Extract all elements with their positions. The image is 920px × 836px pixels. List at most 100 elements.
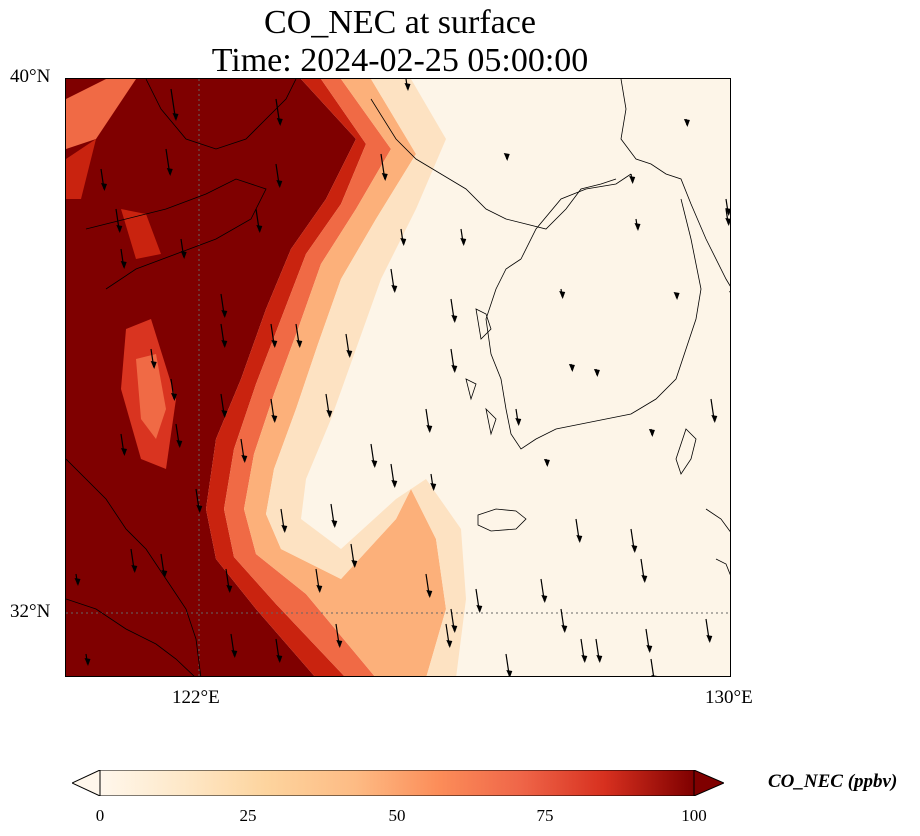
yangtze-delta (66, 598, 195, 676)
wind-vector-head (476, 605, 483, 613)
wind-vector-head (120, 261, 127, 269)
wind-vector (650, 658, 655, 676)
wind-vector-head (446, 640, 453, 648)
wind-vector-head (683, 119, 690, 127)
wind-vector-head (646, 645, 653, 653)
wind-vector-head (451, 625, 458, 633)
liaodong-coastline (370, 98, 617, 230)
wind-vector-head (161, 570, 168, 578)
gridlines (66, 79, 730, 676)
wind-vector-head (596, 655, 603, 663)
wind-vector-head (221, 410, 228, 418)
korea-coastline (485, 79, 730, 450)
wind-vector-head (391, 480, 398, 488)
shandong-coastline (85, 178, 267, 290)
wind-vector-head (172, 113, 179, 121)
map-canvas (66, 79, 730, 676)
china-coastline (66, 458, 202, 676)
wind-vector-head (221, 340, 228, 348)
wind-vector-head (515, 418, 522, 426)
plume-pale-band (266, 79, 466, 676)
wind-vector-head (84, 658, 91, 666)
colorbar-title: CO_NEC (ppbv) (768, 771, 898, 792)
wind-vector-head (336, 640, 343, 648)
wind-vector-head (651, 675, 658, 676)
wind-vector-head (121, 448, 127, 456)
wind-vector-head (196, 505, 203, 513)
wind-vector-head (391, 285, 398, 293)
wind-vector-head (231, 650, 238, 658)
wind-vector-head (131, 565, 138, 573)
jeju-island (477, 508, 527, 532)
concentration-field (66, 79, 466, 676)
wind-vector-head (316, 585, 323, 593)
colorbar-tick-25: 25 (239, 806, 257, 825)
wind-vector-head (631, 545, 638, 553)
wind-vector-head (648, 429, 655, 437)
wind-vector-head (641, 575, 648, 583)
colorbar-gradient (99, 770, 695, 796)
wind-vector-head (74, 578, 81, 586)
wind-vector-head (503, 153, 510, 161)
wind-vector-head (171, 393, 177, 401)
plume-streak-2 (136, 354, 166, 439)
wind-vector-head (326, 410, 333, 418)
wind-vector-head (271, 415, 278, 423)
colorbar (72, 770, 724, 796)
wind-vectors (74, 79, 730, 676)
plume-streak-3 (121, 209, 161, 259)
colorbar-tick-100: 100 (681, 806, 707, 825)
wind-vector-head (400, 238, 407, 246)
plume-orange-band (224, 79, 391, 676)
wind-vector-head (296, 340, 303, 348)
plume-streak-5 (66, 139, 96, 199)
lon-label-130e: 130°E (705, 687, 753, 708)
wind-vector-head (673, 292, 680, 300)
coastlines (66, 79, 730, 676)
wind-vector-head (226, 585, 233, 593)
wind-vector-head (276, 118, 283, 126)
colorbar-tick-0: 0 (95, 806, 105, 825)
wind-vector-head (426, 425, 433, 433)
wind-vector-head (176, 440, 183, 448)
wind-vector-head (221, 310, 228, 318)
wind-vector-head (276, 655, 283, 663)
wind-vector-head (541, 595, 548, 603)
colorbar-tick-50: 50 (388, 806, 406, 825)
wind-vector-head (271, 340, 278, 348)
wind-vector-head (634, 223, 641, 231)
wind-vector-head (729, 291, 730, 293)
japan-coast (675, 428, 730, 576)
colorbar-tick-75: 75 (536, 806, 554, 825)
lat-label-40n: 40°N (10, 66, 51, 87)
wind-vector-head (281, 525, 288, 533)
wind-vector-head (576, 535, 583, 543)
wind-vector-head (101, 183, 107, 191)
wind-vector-head (460, 238, 467, 246)
wind-vector-head (116, 225, 123, 233)
wind-vector-head (346, 350, 353, 358)
wind-vector-head (404, 83, 411, 91)
wind-vector-head (543, 459, 550, 467)
wind-vector-head (568, 364, 575, 372)
wind-vector-head (593, 369, 600, 377)
lon-label-122e: 122°E (172, 687, 220, 708)
wind-vector-head (381, 173, 388, 181)
wind-vector-head (725, 218, 730, 226)
wind-vector-head (241, 455, 248, 463)
bohai-coastline (145, 79, 297, 150)
wind-vector-head (180, 251, 187, 259)
lat-label-32n: 32°N (10, 601, 51, 622)
wind-vector-head (430, 483, 437, 491)
wind-vector-head (451, 315, 458, 323)
map-title: CO_NEC at surface (264, 4, 536, 41)
colorbar-extend-high (693, 770, 724, 796)
wind-vector-head (559, 291, 566, 299)
wind-vector-head (150, 361, 157, 369)
wind-vector-head (711, 415, 718, 423)
wind-vector-head (426, 590, 433, 598)
wind-vector-head (506, 670, 513, 676)
wind-vector-head (451, 365, 458, 373)
korea-west-islands (465, 308, 497, 436)
wind-vector-head (276, 180, 283, 188)
